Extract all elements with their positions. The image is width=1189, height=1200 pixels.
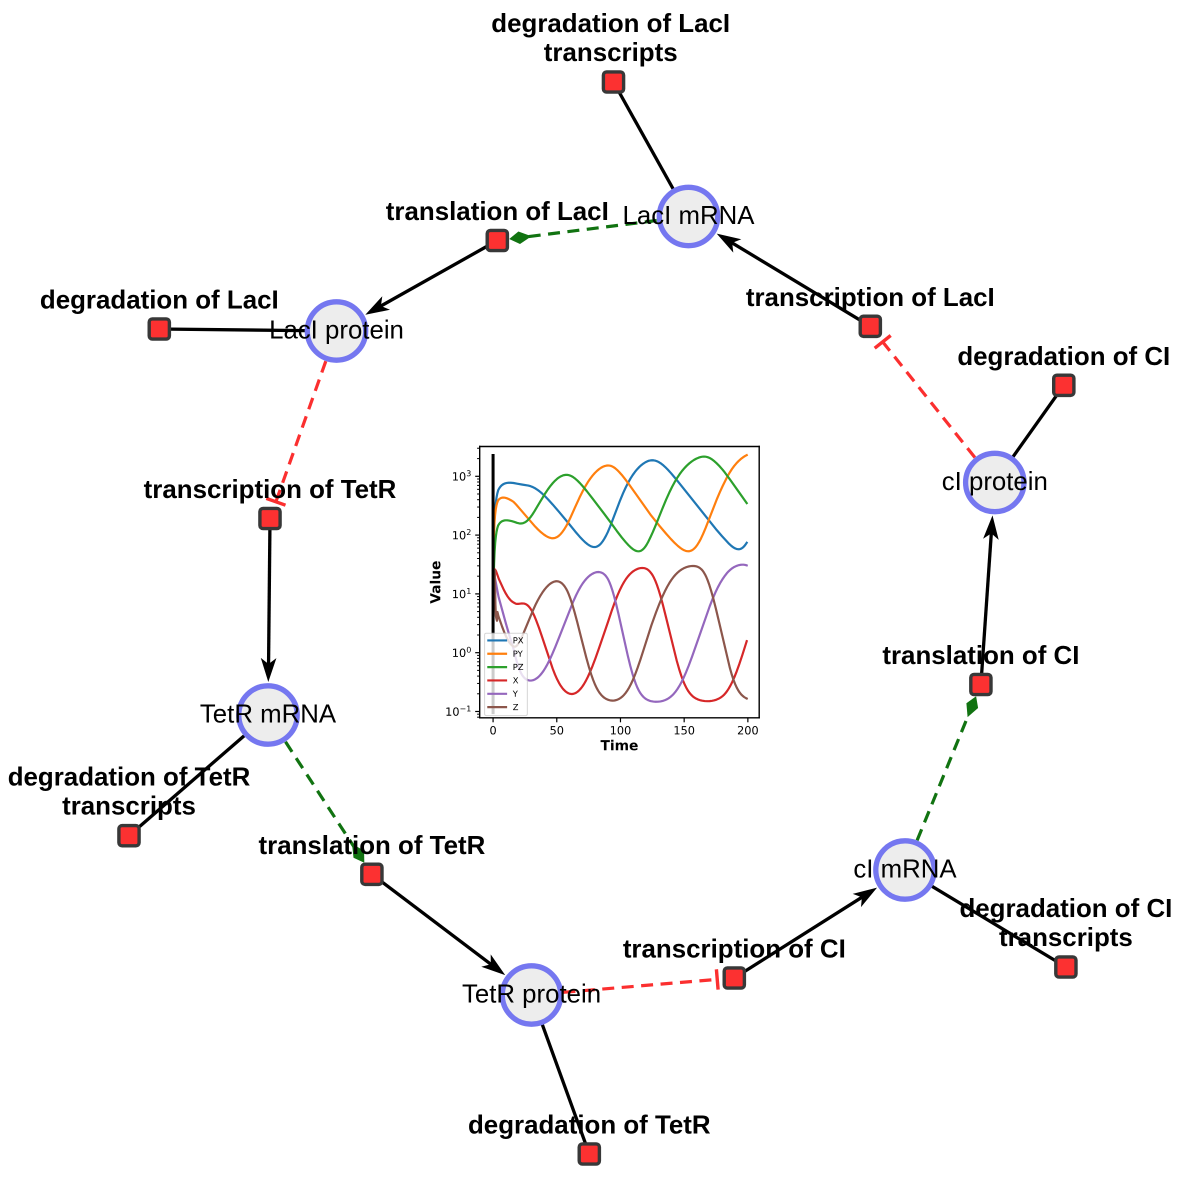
svg-text:translation of LacI: translation of LacI <box>386 198 609 226</box>
svg-text:transcription of LacI: transcription of LacI <box>746 284 995 312</box>
svg-text:degradation of TetR: degradation of TetR <box>8 764 251 792</box>
svg-text:degradation of TetR: degradation of TetR <box>468 1112 711 1140</box>
svg-text:transcripts: transcripts <box>999 924 1133 952</box>
svg-text:LacI mRNA: LacI mRNA <box>623 202 756 230</box>
svg-text:translation of CI: translation of CI <box>882 642 1079 670</box>
svg-text:degradation of CI: degradation of CI <box>959 895 1172 923</box>
svg-text:cI protein: cI protein <box>942 468 1048 496</box>
svg-text:transcription of TetR: transcription of TetR <box>144 476 397 504</box>
svg-text:translation of TetR: translation of TetR <box>259 832 486 860</box>
svg-text:TetR protein: TetR protein <box>462 981 601 1009</box>
svg-text:degradation of LacI: degradation of LacI <box>40 287 279 315</box>
svg-text:TetR mRNA: TetR mRNA <box>200 701 337 729</box>
svg-text:transcripts: transcripts <box>62 793 196 821</box>
svg-text:cI mRNA: cI mRNA <box>853 856 957 884</box>
svg-text:degradation of LacI: degradation of LacI <box>491 10 730 38</box>
svg-text:transcripts: transcripts <box>544 39 678 67</box>
svg-text:LacI protein: LacI protein <box>269 317 404 345</box>
svg-text:transcription of CI: transcription of CI <box>623 936 846 964</box>
svg-text:degradation of CI: degradation of CI <box>957 343 1170 371</box>
